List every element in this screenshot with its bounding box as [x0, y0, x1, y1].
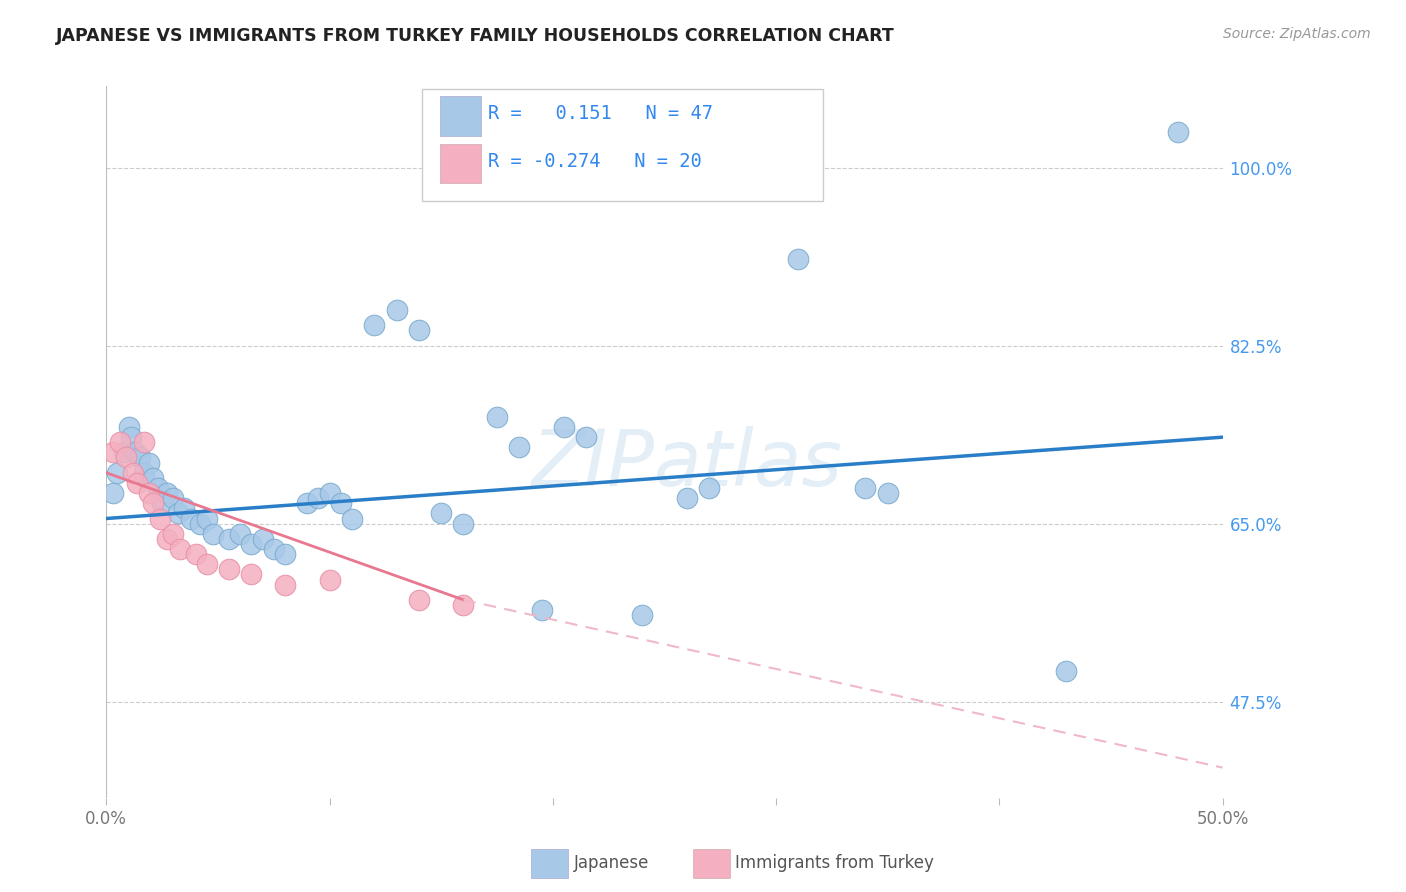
Point: [853, 481, 876, 495]
Point: [430, 507, 453, 521]
Text: R =   0.151   N = 47: R = 0.151 N = 47: [488, 103, 713, 123]
Point: [575, 430, 598, 444]
Point: [162, 526, 184, 541]
Point: [1054, 664, 1077, 678]
Point: [180, 511, 202, 525]
Point: [340, 511, 363, 525]
Point: [218, 532, 240, 546]
Point: [485, 409, 508, 424]
Point: [128, 450, 150, 465]
Point: [508, 440, 530, 454]
Point: [188, 516, 211, 531]
Point: [162, 491, 184, 505]
Point: [122, 466, 145, 480]
Point: [229, 526, 252, 541]
Point: [195, 511, 218, 525]
Point: [553, 420, 575, 434]
Point: [453, 516, 475, 531]
Point: [295, 496, 318, 510]
Point: [134, 466, 156, 480]
Point: [307, 491, 329, 505]
Point: [138, 456, 160, 470]
Point: [166, 507, 188, 521]
Point: [408, 592, 430, 607]
Point: [329, 496, 352, 510]
Point: [252, 532, 274, 546]
Point: [155, 486, 177, 500]
Point: [173, 501, 195, 516]
Point: [631, 608, 654, 623]
Point: [787, 252, 810, 267]
Point: [117, 420, 139, 434]
Point: [112, 445, 135, 459]
Point: [697, 481, 720, 495]
Point: [149, 511, 172, 525]
Text: R = -0.274   N = 20: R = -0.274 N = 20: [488, 152, 702, 171]
Point: [385, 303, 408, 318]
Point: [184, 547, 207, 561]
Text: Immigrants from Turkey: Immigrants from Turkey: [735, 855, 934, 872]
Point: [274, 547, 297, 561]
Point: [101, 445, 124, 459]
Point: [195, 558, 218, 572]
Point: [363, 318, 385, 333]
Point: [150, 496, 173, 510]
Point: [146, 481, 169, 495]
Point: [120, 430, 142, 444]
Point: [101, 486, 124, 500]
Point: [408, 323, 430, 337]
Point: [240, 567, 263, 582]
Point: [169, 541, 191, 556]
Point: [453, 598, 475, 612]
Point: [115, 450, 138, 465]
Point: [142, 471, 165, 485]
Point: [675, 491, 697, 505]
Point: [240, 537, 263, 551]
Text: JAPANESE VS IMMIGRANTS FROM TURKEY FAMILY HOUSEHOLDS CORRELATION CHART: JAPANESE VS IMMIGRANTS FROM TURKEY FAMIL…: [56, 27, 896, 45]
Point: [108, 435, 131, 450]
Point: [876, 486, 898, 500]
Point: [202, 526, 225, 541]
Point: [263, 541, 285, 556]
Point: [124, 445, 146, 459]
Point: [218, 562, 240, 576]
Text: ZIPatlas: ZIPatlas: [531, 425, 842, 501]
Point: [318, 573, 340, 587]
Point: [134, 435, 156, 450]
Point: [127, 475, 149, 490]
Point: [530, 603, 553, 617]
Point: [155, 532, 177, 546]
Point: [142, 496, 165, 510]
Point: [1167, 125, 1189, 139]
Text: Source: ZipAtlas.com: Source: ZipAtlas.com: [1223, 27, 1371, 41]
Point: [274, 577, 297, 591]
Point: [107, 466, 129, 480]
Point: [318, 486, 340, 500]
Point: [138, 486, 160, 500]
Text: Japanese: Japanese: [574, 855, 650, 872]
